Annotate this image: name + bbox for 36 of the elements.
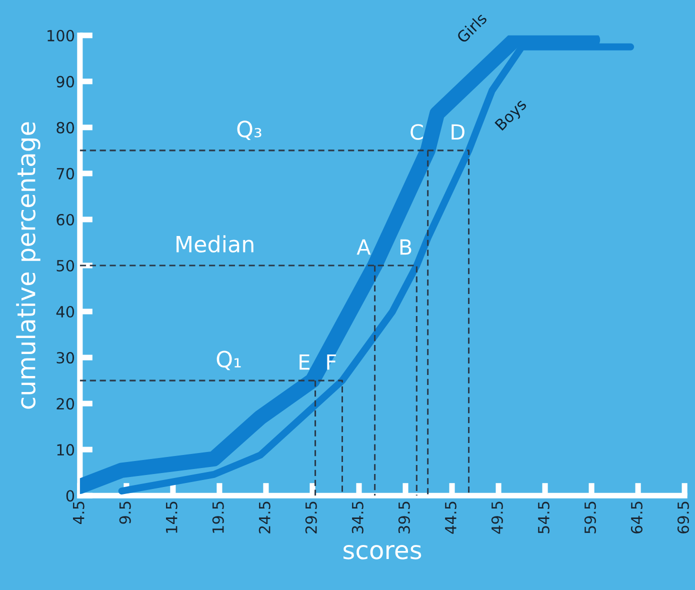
annotation: E (300, 354, 310, 370)
annotation: Q₁ (216, 350, 241, 370)
annotation: Q₃ (237, 120, 262, 140)
y-tick-label: 0 (66, 490, 74, 502)
y-tick-label: 80 (56, 122, 74, 134)
annotation: C (410, 124, 423, 140)
x-axis-title: scores (344, 545, 422, 560)
y-tick-label: 50 (56, 260, 74, 272)
x-tick-label: 14.5 (166, 502, 178, 533)
x-tick-label: 9.5 (119, 502, 131, 524)
x-tick-label: 54.5 (538, 502, 550, 534)
x-tick-label: 24.5 (258, 502, 270, 534)
x-tick-label: 64.5 (630, 502, 642, 534)
x-tick-label: 44.5 (445, 502, 456, 534)
annotation: D (452, 124, 464, 140)
y-tick-label: 10 (57, 444, 74, 456)
y-tick-label: 70 (56, 168, 74, 180)
y-tick-label: 60 (56, 214, 74, 226)
x-tick-label: 49.5 (491, 502, 503, 534)
x-tick-label: 59.5 (584, 502, 596, 534)
x-tick-label: 39.5 (398, 502, 410, 534)
x-tick-label: 69.5 (677, 502, 690, 534)
y-tick-label: 40 (56, 306, 74, 318)
x-tick-label: 19.5 (212, 502, 224, 533)
y-tick-label: 30 (56, 352, 74, 364)
annotation: Median (176, 235, 254, 253)
x-tick-label: 29.5 (305, 502, 317, 534)
y-axis-title: cumulative percentage (16, 122, 40, 409)
annotation: F (327, 354, 336, 370)
x-tick-label: 34.5 (352, 502, 364, 534)
y-tick-label: 100 (48, 30, 74, 42)
y-tick-label: 90 (56, 76, 74, 88)
annotation: A (356, 239, 371, 255)
x-tick-label: 4.5 (73, 502, 84, 524)
y-tick-label: 20 (56, 398, 74, 410)
annotation: B (400, 239, 412, 255)
